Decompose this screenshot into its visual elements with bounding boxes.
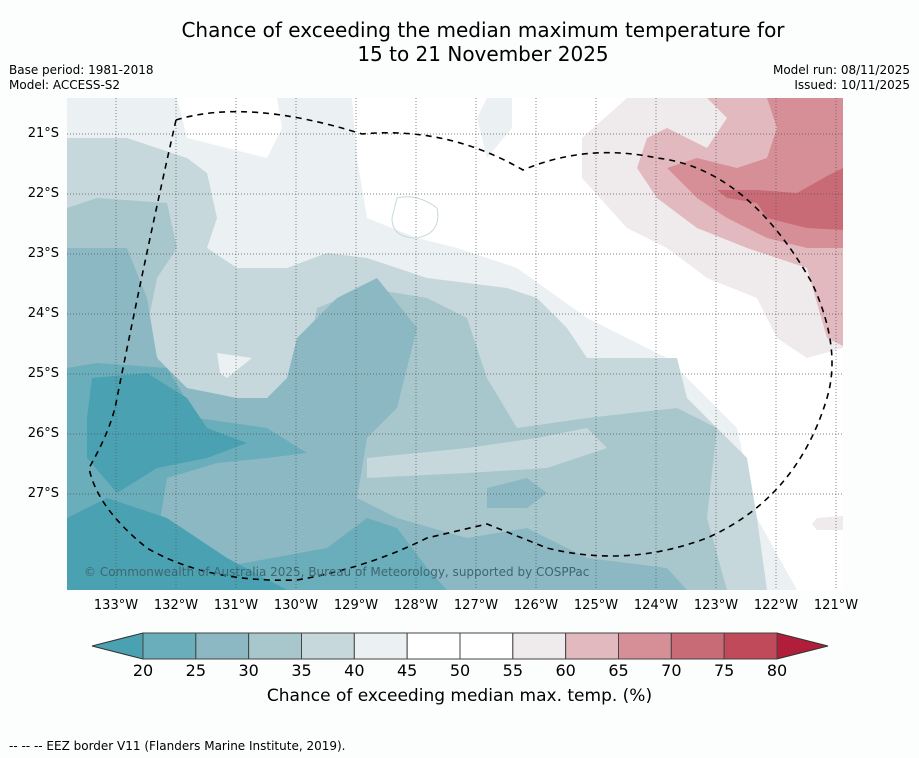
colorbar-under-arrow (91, 632, 144, 660)
contour-25-30-patch (487, 478, 547, 508)
contour-35-40-band (367, 428, 607, 478)
lon-label: 130°W (273, 598, 319, 613)
contour-line-white-pocket (391, 196, 439, 239)
colorbar-tick: 30 (238, 661, 259, 680)
colorbar-bin-60-65 (565, 632, 620, 660)
lon-label: 121°W (813, 598, 859, 613)
lon-label: 129°W (333, 598, 379, 613)
colorbar-tick: 60 (555, 661, 576, 680)
meta-right: Model run: 08/11/2025 Issued: 10/11/2025 (773, 63, 910, 93)
colorbar-tick: 70 (661, 661, 682, 680)
lat-label: 22°S (27, 186, 59, 201)
map-gridlines (67, 98, 843, 590)
meta-left: Base period: 1981-2018 Model: ACCESS-S2 (9, 63, 154, 93)
lat-label: 26°S (27, 426, 59, 441)
issued-date: Issued: 10/11/2025 (794, 78, 910, 92)
colorbar-tick: 50 (449, 661, 471, 680)
lon-label: 127°W (453, 598, 499, 613)
colorbar-tick: 80 (766, 661, 788, 680)
colorbar-tick: 75 (713, 661, 735, 680)
colorbar-bin-55-60 (512, 632, 567, 660)
lon-label: 132°W (153, 598, 199, 613)
title-line-2: 15 to 21 November 2025 (357, 42, 609, 66)
eez-legend-note: -- -- -- EEZ border V11 (Flanders Marine… (9, 739, 346, 753)
lon-label: 124°W (633, 598, 679, 613)
colorbar-bin-20-25 (142, 632, 197, 660)
colorbar-tick: 55 (502, 661, 523, 680)
lon-label: 123°W (693, 598, 739, 613)
colorbar-tick: 25 (185, 661, 206, 680)
contour-40-45-pocket (217, 353, 252, 378)
colorbar-tick: 35 (291, 661, 312, 680)
colorbar-bin-65-70 (618, 632, 672, 660)
model-name: Model: ACCESS-S2 (9, 78, 121, 92)
lat-label: 21°S (27, 126, 59, 141)
colorbar-bin-30-35 (248, 632, 303, 660)
lat-label: 25°S (27, 366, 59, 381)
base-period: Base period: 1981-2018 (9, 63, 154, 77)
colorbar-bin-50-55 (459, 632, 514, 660)
map-svg (67, 98, 843, 590)
title-line-1: Chance of exceeding the median maximum t… (181, 18, 785, 42)
lat-label: 27°S (27, 486, 59, 501)
contour-70-75 (717, 168, 843, 230)
lon-label: 128°W (393, 598, 439, 613)
contour-55-60-south (812, 516, 843, 530)
lat-label: 23°S (27, 246, 59, 261)
colorbar-bin-35-40 (301, 632, 355, 660)
colorbar-tick: 65 (608, 661, 629, 680)
colorbar-tick: 40 (344, 661, 365, 680)
contour-25-30 (67, 248, 687, 590)
colorbar-bin-45-50 (406, 632, 461, 660)
lon-label: 125°W (573, 598, 619, 613)
lon-label: 126°W (513, 598, 559, 613)
chart-title: Chance of exceeding the median maximum t… (0, 18, 919, 66)
colorbar-tick: 45 (396, 661, 418, 680)
colorbar-bin-70-75 (670, 632, 725, 660)
lon-label: 133°W (93, 598, 139, 613)
probability-map: © Commonwealth of Australia 2025, Bureau… (67, 98, 843, 590)
contour-40-45-north-pocket (477, 98, 512, 158)
eez-border (88, 110, 833, 582)
contour-below-20-south (67, 498, 287, 590)
colorbar-bin-75-80 (723, 632, 778, 660)
colorbar-tick: 20 (132, 661, 154, 680)
colorbar-bin-25-30 (195, 632, 250, 660)
colorbar-label: Chance of exceeding median max. temp. (%… (266, 686, 653, 706)
colorbar-bin-40-45 (353, 632, 408, 660)
contour-below-20 (87, 373, 247, 493)
lon-label: 131°W (213, 598, 259, 613)
colorbar-over-arrow (776, 632, 829, 660)
copyright-notice: © Commonwealth of Australia 2025, Bureau… (84, 565, 590, 579)
lon-label: 122°W (753, 598, 799, 613)
lat-label: 24°S (27, 306, 59, 321)
model-run: Model run: 08/11/2025 (772, 63, 910, 77)
